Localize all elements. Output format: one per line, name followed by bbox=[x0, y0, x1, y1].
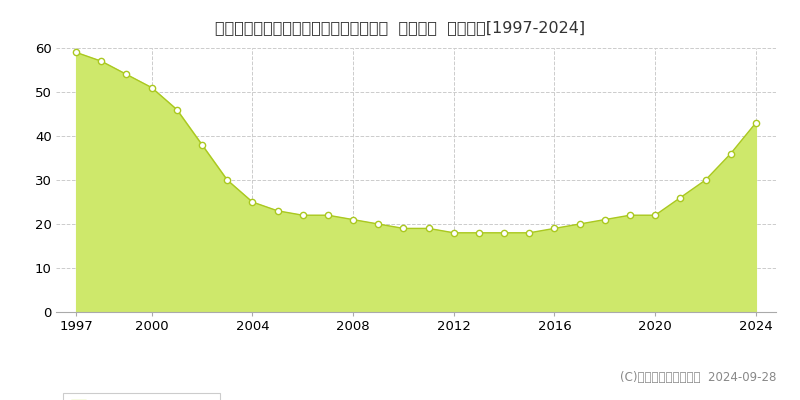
Text: (C)土地価格ドットコム  2024-09-28: (C)土地価格ドットコム 2024-09-28 bbox=[620, 371, 776, 384]
Legend: 基準地価 平均坪単価(万円/坪): 基準地価 平均坪単価(万円/坪) bbox=[62, 392, 220, 400]
Text: 福岡県福岡市東区多の津２丁目７番２２  基準地価  地価推移[1997-2024]: 福岡県福岡市東区多の津２丁目７番２２ 基準地価 地価推移[1997-2024] bbox=[215, 20, 585, 35]
